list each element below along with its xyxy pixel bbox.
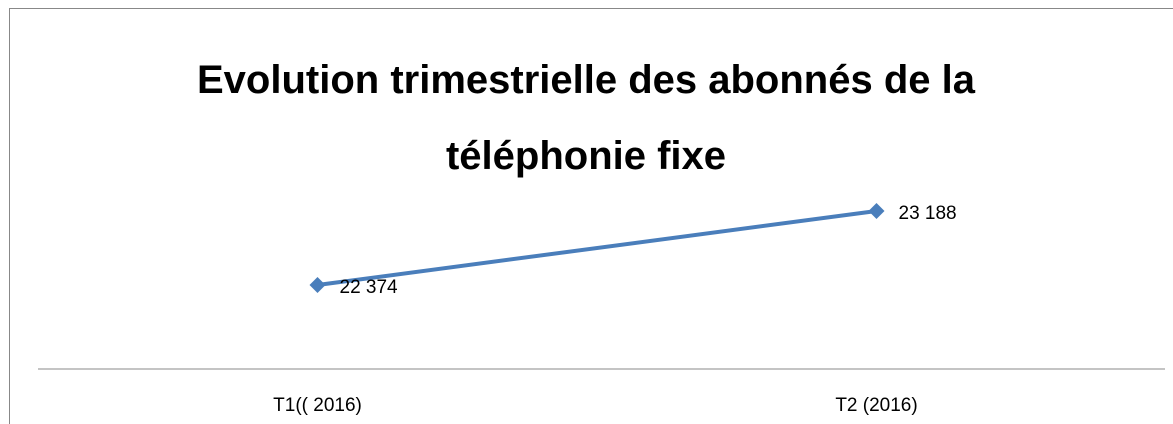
data-label: 22 374 (340, 277, 399, 298)
data-label: 23 188 (899, 203, 957, 224)
x-tick-label: T2 (2016) (835, 395, 917, 416)
series-line (317, 209, 877, 287)
x-tick-label: T1(( 2016) (273, 395, 362, 416)
data-point (309, 277, 326, 293)
data-point (868, 203, 885, 219)
chart-title: Evolution trimestrielle des abonnés de l… (197, 58, 975, 178)
chart-border (9, 8, 1173, 424)
